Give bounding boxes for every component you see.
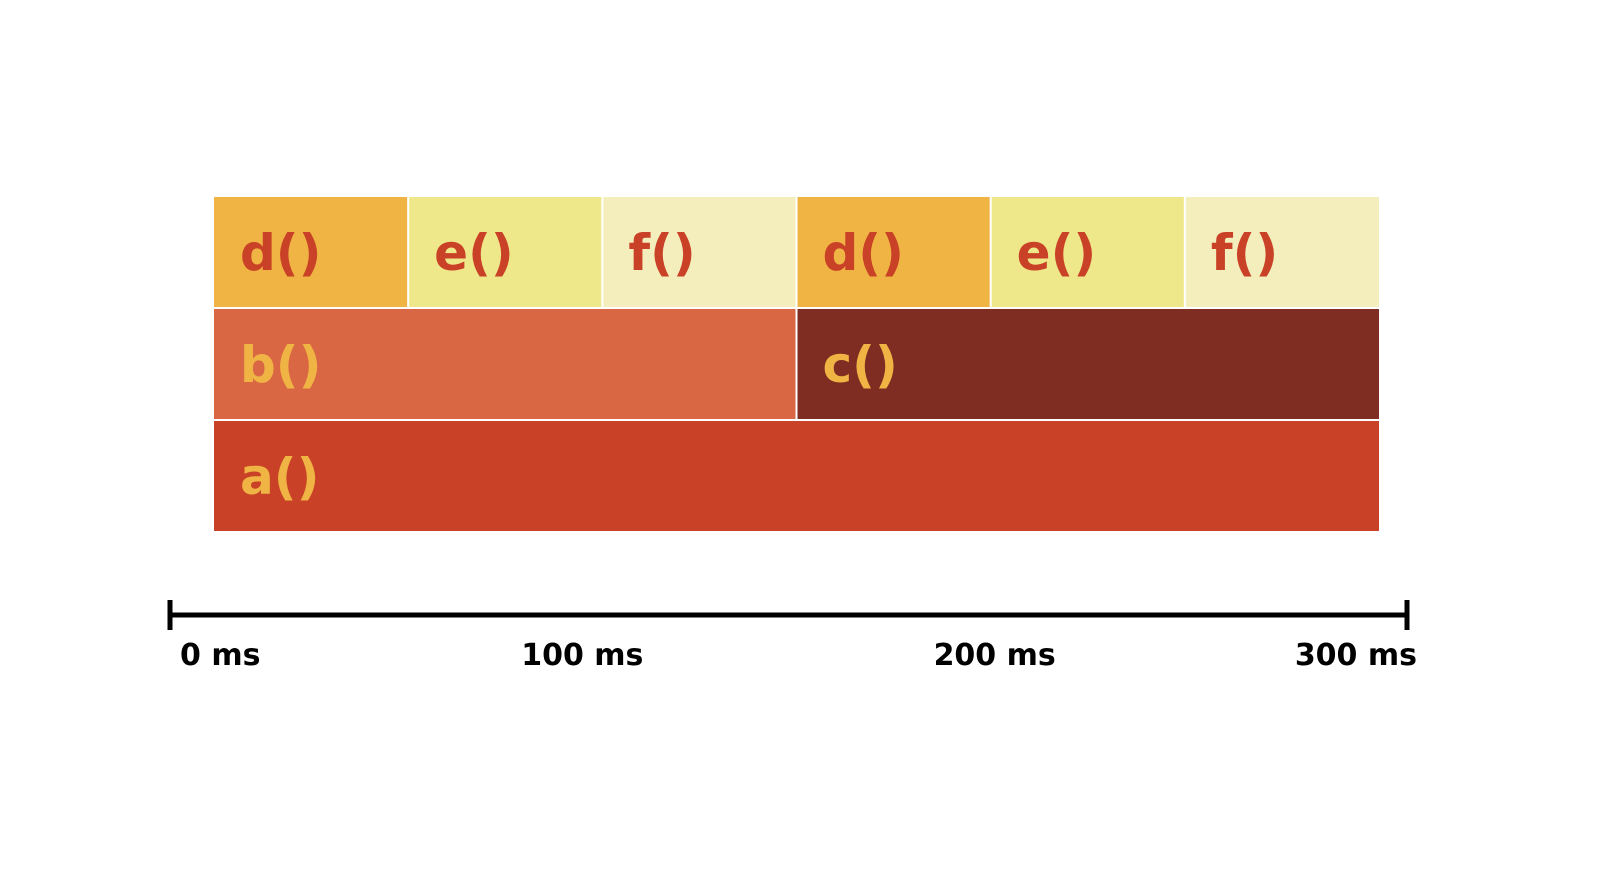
tick-label: 0 ms xyxy=(180,638,260,673)
frame-label: b() xyxy=(240,336,322,394)
frame-bar xyxy=(1185,197,1379,307)
frame-bar xyxy=(797,197,990,307)
tick-labels: 0 ms 100 ms 200 ms 300 ms xyxy=(180,638,1417,673)
frame-label: e() xyxy=(434,224,514,282)
frame-e-7: e() xyxy=(991,197,1184,307)
frame-f-8: f() xyxy=(1185,197,1379,307)
frame-bar xyxy=(214,197,408,307)
stack-frames: a() b() c() d() e() f() d() e() f() xyxy=(214,197,1379,531)
frame-c-2: c() xyxy=(797,309,1379,419)
frame-b-1: b() xyxy=(214,309,796,419)
frame-d-3: d() xyxy=(214,197,408,307)
frame-label: d() xyxy=(823,224,905,282)
frame-bar xyxy=(409,197,602,307)
frame-d-6: d() xyxy=(797,197,990,307)
frame-bar xyxy=(797,309,1379,419)
tick-label: 200 ms xyxy=(934,638,1056,673)
frame-label: f() xyxy=(1211,224,1278,282)
frame-a-0: a() xyxy=(214,421,1379,531)
frame-bar xyxy=(603,197,796,307)
frame-label: c() xyxy=(823,336,898,394)
frame-label: f() xyxy=(628,224,695,282)
frame-f-5: f() xyxy=(603,197,796,307)
tick-label: 100 ms xyxy=(521,638,643,673)
frame-label: a() xyxy=(240,448,319,506)
frame-bar xyxy=(214,421,1379,531)
frame-bar xyxy=(991,197,1184,307)
frame-label: d() xyxy=(240,224,322,282)
frame-label: e() xyxy=(1017,224,1097,282)
frame-e-4: e() xyxy=(409,197,602,307)
time-axis: 0 ms 100 ms 200 ms 300 ms xyxy=(167,600,1417,673)
frame-bar xyxy=(214,309,796,419)
tick-label: 300 ms xyxy=(1295,638,1417,673)
